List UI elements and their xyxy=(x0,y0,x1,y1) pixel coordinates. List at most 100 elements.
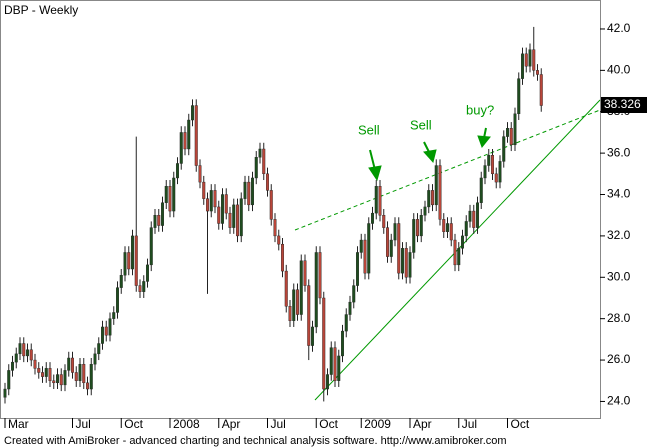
candle-body xyxy=(389,239,393,257)
candle-body xyxy=(333,347,337,381)
candle-body xyxy=(314,252,318,328)
candle-body xyxy=(145,264,149,282)
candle-body xyxy=(183,132,187,150)
candle-body xyxy=(341,330,345,357)
candle-body xyxy=(468,210,472,222)
x-tick-label: 2009 xyxy=(364,417,391,431)
candle-body xyxy=(67,357,71,371)
candle-body xyxy=(269,190,273,220)
candle-body xyxy=(457,248,461,266)
candle-body xyxy=(378,186,382,216)
candle-body xyxy=(431,190,435,206)
candle-body xyxy=(41,372,45,377)
candle-body xyxy=(247,181,251,206)
candle-body xyxy=(509,128,513,146)
x-tick-label: Jul xyxy=(462,417,477,431)
candle-body xyxy=(130,235,134,270)
candle-body xyxy=(506,128,510,137)
candle-body xyxy=(277,235,281,245)
candle-body xyxy=(498,161,502,183)
candle-body xyxy=(220,194,224,224)
candle-body xyxy=(434,165,438,206)
candle-body xyxy=(14,353,18,363)
y-tick-label: 42.0 xyxy=(607,21,631,35)
candle-body xyxy=(250,177,254,206)
x-tick-label: Jul xyxy=(76,417,91,431)
y-tick-label: 40.0 xyxy=(607,63,631,77)
candle-body xyxy=(63,370,67,386)
candle-body xyxy=(119,275,123,288)
x-tick-label: Apr xyxy=(413,417,432,431)
candle-body xyxy=(85,382,89,390)
candle-body xyxy=(205,198,209,212)
candle-body xyxy=(100,326,104,344)
y-tick-label: 28.0 xyxy=(607,311,631,325)
candle-body xyxy=(521,53,525,79)
candle-body xyxy=(536,70,540,75)
candle-body xyxy=(487,154,491,166)
last-value-label: 38.326 xyxy=(604,97,641,111)
candle-body xyxy=(228,212,232,228)
last-value-box xyxy=(601,96,647,113)
candle-body xyxy=(179,132,183,164)
candle-body xyxy=(235,204,239,237)
candle-body xyxy=(138,285,142,292)
candle-body xyxy=(311,326,315,346)
candle-body xyxy=(149,227,153,266)
candle-body xyxy=(115,287,119,313)
x-tick-label: Oct xyxy=(511,417,530,431)
candle-body xyxy=(528,49,532,67)
candle-body xyxy=(404,248,408,278)
candle-body xyxy=(104,326,108,336)
candle-body xyxy=(33,359,37,369)
x-tick-label: Apr xyxy=(222,417,241,431)
candle-body xyxy=(446,223,450,232)
candle-body xyxy=(70,357,74,373)
candle-body xyxy=(517,78,521,115)
chart-title: DBP - Weekly xyxy=(4,3,78,17)
candle-body xyxy=(22,343,26,357)
candle-body xyxy=(464,221,468,237)
arrow-head xyxy=(477,135,491,149)
candle-body xyxy=(273,219,277,237)
candle-body xyxy=(491,154,495,175)
candle-body xyxy=(397,223,401,274)
candle-body xyxy=(427,190,431,208)
candle-body xyxy=(10,361,14,371)
candle-body xyxy=(108,318,112,336)
candle-body xyxy=(356,252,360,286)
candle-body xyxy=(48,368,52,381)
candle-body xyxy=(479,177,483,203)
candle-body xyxy=(217,206,221,224)
candle-body xyxy=(371,212,375,224)
candle-body xyxy=(423,206,427,216)
candle-body xyxy=(164,186,168,203)
plot-frame xyxy=(0,0,601,419)
candle-body xyxy=(326,374,330,390)
candle-body xyxy=(363,239,367,274)
candle-body xyxy=(213,190,217,208)
candle-body xyxy=(296,289,300,315)
candle-body xyxy=(59,374,63,386)
candle-body xyxy=(232,204,236,228)
candle-body xyxy=(502,136,506,162)
candle-body xyxy=(483,165,487,179)
candle-body xyxy=(476,202,480,228)
arrow-head xyxy=(423,149,437,164)
candle-body xyxy=(461,235,465,249)
candle-body xyxy=(367,223,371,274)
candle-body xyxy=(7,370,11,390)
candle-body xyxy=(18,343,22,355)
candle-body xyxy=(194,105,198,166)
candle-body xyxy=(157,215,161,226)
candle-body xyxy=(127,252,131,270)
candle-body xyxy=(386,227,390,257)
candle-body xyxy=(243,181,247,199)
candle-body xyxy=(78,363,82,381)
candle-body xyxy=(82,363,86,384)
trendline-dashed xyxy=(294,109,601,231)
candle-body xyxy=(453,239,457,266)
candle-body xyxy=(93,353,97,365)
candle-body xyxy=(419,215,423,237)
candle-body xyxy=(292,289,296,321)
